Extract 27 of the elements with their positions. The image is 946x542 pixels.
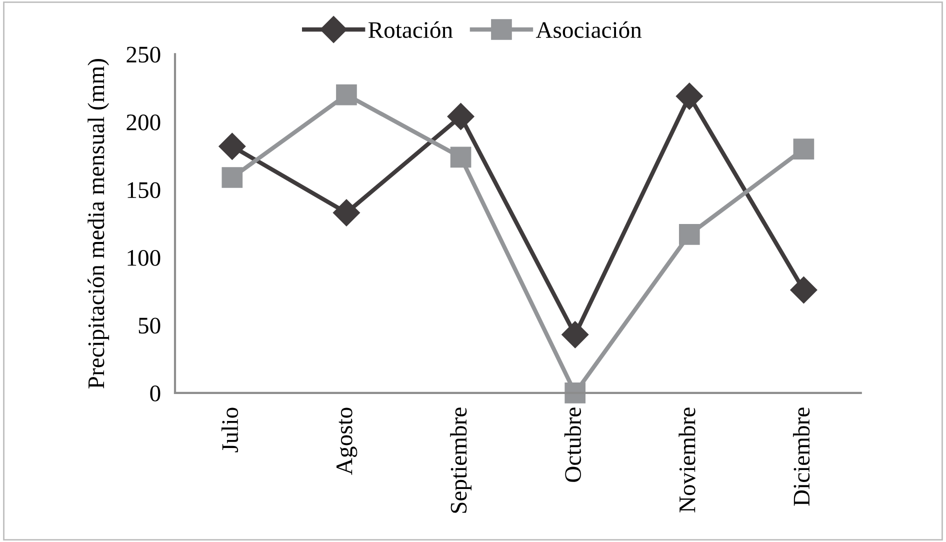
y-tick-label: 200 bbox=[126, 114, 160, 130]
y-tick-label: 0 bbox=[150, 385, 160, 402]
point bbox=[333, 199, 360, 226]
x-tick-label: Octubre bbox=[564, 408, 581, 482]
x-tick-label: Julio bbox=[221, 408, 238, 452]
y-axis-title: Precipitación media mensual (mm) bbox=[88, 59, 110, 388]
y-tick-label: 50 bbox=[138, 318, 160, 334]
y-tick-label: 250 bbox=[126, 46, 160, 63]
point bbox=[336, 84, 357, 106]
point bbox=[562, 321, 589, 348]
x-tick-label: Septiembre bbox=[450, 408, 472, 513]
legend-label: Rotación bbox=[368, 21, 453, 38]
point bbox=[793, 138, 814, 160]
legend-label: Asociación bbox=[536, 21, 642, 38]
x-tick-label: Noviembre bbox=[678, 408, 696, 512]
point bbox=[450, 146, 472, 168]
point bbox=[564, 382, 586, 404]
point bbox=[447, 103, 474, 130]
point bbox=[676, 82, 703, 110]
point bbox=[218, 132, 246, 160]
point bbox=[678, 224, 700, 245]
y-tick-label: 150 bbox=[128, 182, 160, 198]
y-tick-label: 100 bbox=[128, 250, 160, 266]
point bbox=[790, 276, 818, 304]
x-tick-label: Diciembre bbox=[793, 408, 810, 506]
point bbox=[222, 167, 243, 188]
x-tick-label: Agosto bbox=[336, 408, 358, 475]
